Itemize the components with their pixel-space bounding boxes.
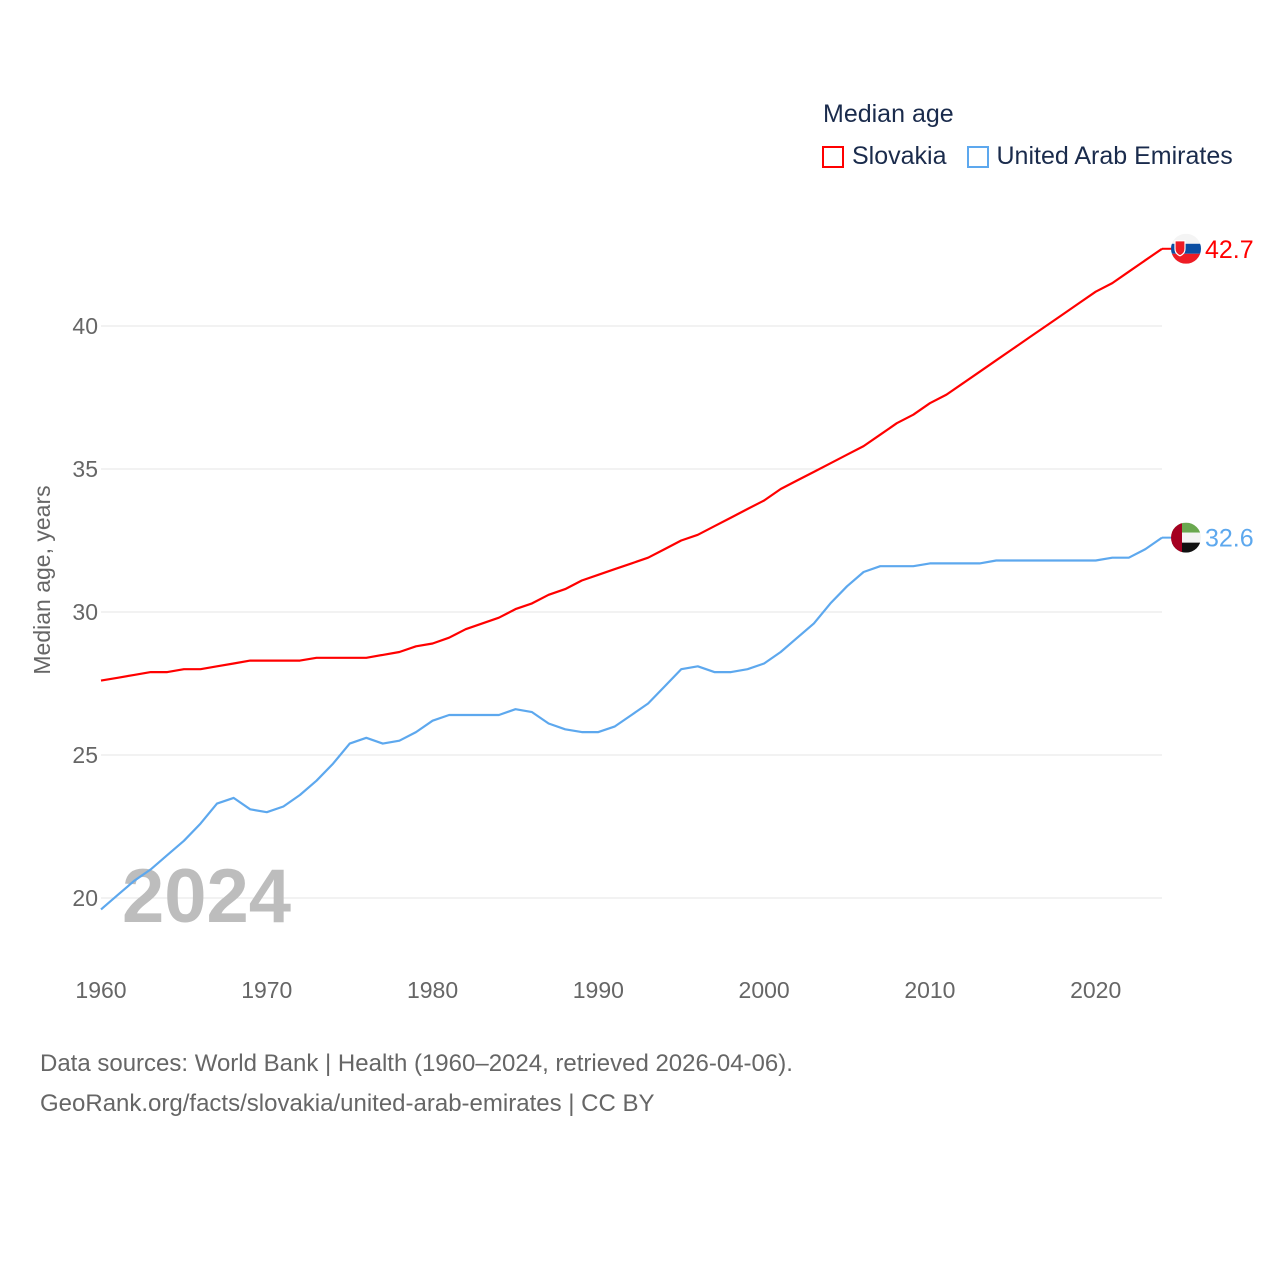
y-tick-label: 20 bbox=[72, 885, 98, 911]
legend-swatch-uae bbox=[966, 145, 989, 168]
legend: Slovakia United Arab Emirates bbox=[822, 142, 1253, 171]
legend-title: Median age bbox=[823, 100, 954, 128]
slovakia-flag-icon bbox=[1171, 233, 1201, 264]
legend-swatch-slovakia bbox=[822, 145, 844, 168]
x-tick-label: 2000 bbox=[739, 977, 790, 1003]
end-value-label: 32.6 bbox=[1205, 525, 1254, 553]
y-tick-label: 35 bbox=[72, 456, 98, 482]
x-tick-label: 1980 bbox=[407, 977, 458, 1003]
y-axis-label: Median age, years bbox=[29, 485, 55, 674]
legend-label: United Arab Emirates bbox=[996, 142, 1233, 170]
x-tick-label: 1970 bbox=[241, 977, 292, 1003]
y-tick-label: 40 bbox=[72, 313, 98, 339]
source-link[interactable]: GeoRank.org/facts/slovakia/united-arab-e… bbox=[40, 1090, 655, 1117]
x-tick-label: 2020 bbox=[1070, 977, 1121, 1003]
x-tick-label: 2010 bbox=[904, 977, 955, 1003]
x-tick-label: 1990 bbox=[573, 977, 624, 1003]
series-line-slovakia bbox=[100, 247, 1163, 682]
series-line-uae bbox=[100, 536, 1163, 911]
y-tick-label: 25 bbox=[72, 742, 98, 768]
x-tick-label: 1960 bbox=[75, 977, 126, 1003]
data-sources-text: Data sources: World Bank | Health (1960–… bbox=[40, 1050, 793, 1077]
end-value-label: 42.7 bbox=[1205, 236, 1254, 264]
uae-flag-icon bbox=[1171, 522, 1201, 553]
legend-label: Slovakia bbox=[852, 142, 947, 170]
legend-item-slovakia[interactable]: Slovakia bbox=[822, 142, 947, 171]
legend-item-uae[interactable]: United Arab Emirates bbox=[966, 142, 1233, 171]
footer: Data sources: World Bank | Health (1960–… bbox=[40, 1044, 793, 1124]
y-tick-label: 30 bbox=[72, 599, 98, 625]
year-watermark: 2024 bbox=[122, 854, 291, 939]
